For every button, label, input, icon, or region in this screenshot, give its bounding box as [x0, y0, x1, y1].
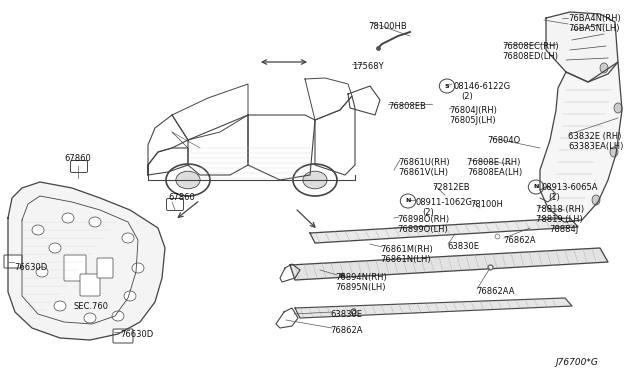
Text: 78100H: 78100H — [470, 200, 503, 209]
Ellipse shape — [36, 267, 48, 277]
Text: 76804J(RH): 76804J(RH) — [449, 106, 497, 115]
Ellipse shape — [84, 313, 96, 323]
Ellipse shape — [112, 311, 124, 321]
Text: 08913-6065A: 08913-6065A — [541, 183, 598, 192]
Text: 76808ED(LH): 76808ED(LH) — [502, 52, 558, 61]
Text: 63830E: 63830E — [447, 242, 479, 251]
Text: 76899O(LH): 76899O(LH) — [397, 225, 448, 234]
Text: 76861M(RH): 76861M(RH) — [380, 245, 433, 254]
Text: 76808E (RH): 76808E (RH) — [467, 158, 520, 167]
FancyBboxPatch shape — [80, 274, 100, 296]
Polygon shape — [310, 218, 578, 243]
Text: N: N — [533, 185, 539, 189]
Text: 63383EA(LH): 63383EA(LH) — [568, 142, 623, 151]
Polygon shape — [295, 298, 572, 318]
Ellipse shape — [600, 63, 608, 73]
Polygon shape — [290, 248, 608, 280]
Text: (2): (2) — [461, 92, 473, 101]
Text: SEC.760: SEC.760 — [74, 302, 109, 311]
Text: 76808EA(LH): 76808EA(LH) — [467, 168, 522, 177]
Text: 76BA5N(LH): 76BA5N(LH) — [568, 24, 620, 33]
Text: 78818 (RH): 78818 (RH) — [536, 205, 584, 214]
Ellipse shape — [293, 164, 337, 196]
Ellipse shape — [62, 213, 74, 223]
Ellipse shape — [439, 79, 454, 93]
Text: 76BA4N(RH): 76BA4N(RH) — [568, 14, 621, 23]
Text: 76898O(RH): 76898O(RH) — [397, 215, 449, 224]
Ellipse shape — [614, 103, 622, 113]
Text: 76805J(LH): 76805J(LH) — [449, 116, 495, 125]
Ellipse shape — [132, 263, 144, 273]
FancyBboxPatch shape — [64, 255, 86, 281]
Text: 17568Y: 17568Y — [352, 62, 383, 71]
Ellipse shape — [303, 171, 327, 189]
Text: 76894N(RH): 76894N(RH) — [335, 273, 387, 282]
Text: 76804O: 76804O — [487, 136, 520, 145]
Ellipse shape — [592, 195, 600, 205]
Text: N: N — [405, 199, 411, 203]
Text: (2): (2) — [422, 208, 434, 217]
Text: 76861N(LH): 76861N(LH) — [380, 255, 431, 264]
FancyBboxPatch shape — [166, 199, 184, 211]
Ellipse shape — [166, 164, 210, 196]
Text: 67860: 67860 — [168, 193, 195, 202]
FancyBboxPatch shape — [97, 258, 113, 278]
Text: 63832E (RH): 63832E (RH) — [568, 132, 621, 141]
Text: J76700*G: J76700*G — [555, 358, 598, 367]
Ellipse shape — [400, 194, 416, 208]
Text: 76862A: 76862A — [330, 326, 362, 335]
Text: 76862AA: 76862AA — [476, 287, 515, 296]
Text: (1): (1) — [548, 193, 560, 202]
Polygon shape — [8, 182, 165, 340]
Text: 72812EB: 72812EB — [432, 183, 470, 192]
Text: 78884J: 78884J — [549, 225, 579, 234]
FancyBboxPatch shape — [70, 160, 88, 173]
Text: 63830E: 63830E — [330, 310, 362, 319]
Text: 78100HB: 78100HB — [368, 22, 407, 31]
Text: 76808EC(RH): 76808EC(RH) — [502, 42, 559, 51]
Text: 76861U(RH): 76861U(RH) — [398, 158, 450, 167]
Polygon shape — [540, 62, 622, 222]
Ellipse shape — [528, 180, 544, 194]
Ellipse shape — [124, 291, 136, 301]
Ellipse shape — [49, 243, 61, 253]
Ellipse shape — [32, 225, 44, 235]
Ellipse shape — [610, 147, 618, 157]
Text: 76861V(LH): 76861V(LH) — [398, 168, 448, 177]
Text: 08146-6122G: 08146-6122G — [454, 82, 511, 91]
Ellipse shape — [89, 217, 101, 227]
Ellipse shape — [54, 301, 66, 311]
FancyBboxPatch shape — [113, 329, 133, 343]
Text: 08911-1062G: 08911-1062G — [415, 198, 472, 207]
Text: 76630D: 76630D — [14, 263, 47, 272]
Ellipse shape — [122, 233, 134, 243]
Text: 78819 (LH): 78819 (LH) — [536, 215, 583, 224]
Text: S: S — [445, 83, 449, 89]
FancyBboxPatch shape — [4, 255, 22, 268]
Text: 76808EB: 76808EB — [388, 102, 426, 111]
Text: 67860: 67860 — [64, 154, 91, 163]
Text: 76895N(LH): 76895N(LH) — [335, 283, 385, 292]
Ellipse shape — [176, 171, 200, 189]
Polygon shape — [546, 12, 618, 82]
Text: 76630D: 76630D — [120, 330, 153, 339]
Text: 76862A: 76862A — [503, 236, 536, 245]
